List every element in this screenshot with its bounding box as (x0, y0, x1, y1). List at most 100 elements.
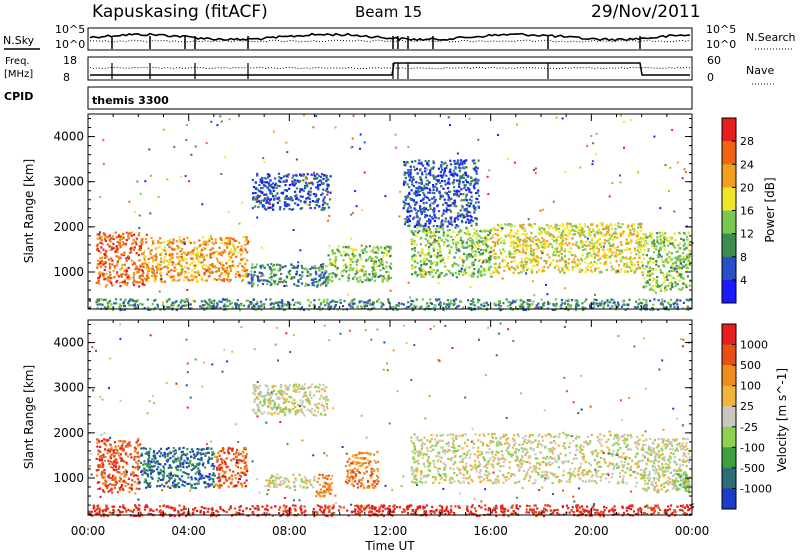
scatter-cell-3298 (455, 226, 457, 228)
scatter-cell-4412 (134, 300, 136, 302)
scatter-cell-2858 (670, 288, 672, 290)
scatter-cell-4138 (206, 302, 208, 304)
scatter-cell-72 (97, 482, 99, 484)
scatter-cell-1189 (269, 207, 271, 209)
scatter-cell-1232 (265, 202, 267, 204)
scatter-cell-979 (263, 279, 265, 281)
scatter-cell-1193 (274, 184, 276, 186)
scatter-cell-2726 (493, 250, 495, 252)
scatter-cell-2846 (620, 260, 622, 262)
scatter-cell-3608 (404, 223, 406, 225)
scatter-cell-3631 (426, 162, 428, 164)
scatter-cell-660 (201, 254, 203, 256)
scatter-cell-1481 (354, 249, 356, 251)
scatter-cell-223 (121, 264, 123, 266)
scatter-cell-210 (107, 236, 109, 238)
scatter-cell-249 (103, 232, 105, 234)
scatter-cell-1591 (413, 240, 415, 242)
scatter-cell-1560 (380, 275, 382, 277)
scatter-cell-949 (311, 279, 313, 281)
scatter-noise-196 (633, 230, 635, 232)
scatter-cell-1940 (431, 271, 433, 273)
scatter-cell-1503 (382, 261, 384, 263)
scatter-cell-64 (121, 484, 123, 486)
scatter-cell-3105 (683, 256, 685, 258)
scatter-cell-2662 (619, 250, 621, 252)
scatter-cell-1072 (270, 184, 272, 186)
scatter-cell-2433 (501, 229, 503, 231)
scatter-cell-2673 (552, 259, 554, 261)
scatter-cell-2983 (689, 285, 691, 287)
scatter-cell-596 (227, 270, 229, 272)
scatter-cell-2514 (559, 251, 561, 253)
scatter-cell-3846 (178, 304, 180, 306)
scatter-cell-2342 (579, 234, 581, 236)
scatter-cell-1278 (289, 199, 291, 201)
scatter-cell-2162 (584, 225, 586, 227)
scatter-cell-784 (203, 243, 205, 245)
scatter-cell-2752 (637, 252, 639, 254)
scatter-cell-1405 (350, 258, 352, 260)
scatter-cell-573 (199, 256, 201, 258)
scatter-cell-4059 (609, 301, 611, 303)
scatter-cell-3520 (437, 204, 439, 206)
scatter-noise-27 (685, 171, 687, 173)
power-y-label: Slant Range [km] (22, 159, 36, 263)
scatter-cell-2745 (578, 263, 580, 265)
scatter-cell-158 (122, 281, 124, 283)
scatter-cell-3434 (422, 225, 424, 227)
scatter-cell-2819 (594, 270, 596, 272)
scatter-noise-216 (619, 175, 621, 177)
scatter-cell-4066 (614, 301, 616, 303)
scatter-noise-35 (247, 241, 249, 243)
scatter-cell-3528 (415, 191, 417, 193)
scatter-noise-50 (515, 249, 517, 251)
scatter-cell-1922 (478, 268, 480, 270)
scatter-noise-64 (624, 270, 626, 272)
scatter-cell-2672 (513, 272, 515, 274)
scatter-noise-86 (591, 163, 593, 165)
scatter-noise-28 (462, 259, 464, 261)
scatter-cell-2432 (574, 233, 576, 235)
scatter-cell-2966 (685, 286, 687, 288)
scatter-cell-2689 (543, 228, 545, 230)
scatter-cell-3459 (439, 182, 441, 184)
scatter-cell-3506 (409, 215, 411, 217)
scatter-cell-4389 (498, 304, 500, 306)
scatter-cell-183 (100, 252, 102, 254)
scatter-cell-3655 (476, 192, 478, 194)
scatter-cell-2106 (530, 248, 532, 250)
scatter-noise-101 (352, 212, 354, 214)
scatter-cell-2086 (548, 256, 550, 258)
scatter-noise-45 (395, 147, 397, 149)
scatter-cell-544 (173, 270, 175, 272)
scatter-noise-63 (501, 227, 503, 229)
scatter-cell-294 (193, 268, 195, 270)
scatter-cell-1277 (273, 199, 275, 201)
scatter-cell-4157 (613, 299, 615, 301)
scatter-cell-2629 (502, 248, 504, 250)
scatter-cell-4304 (215, 306, 217, 308)
scatter-cell-2335 (634, 250, 636, 252)
scatter-cell-2918 (685, 247, 687, 249)
scatter-cell-3898 (565, 300, 567, 302)
scatter-cell-2054 (511, 266, 513, 268)
scatter-cell-1512 (389, 248, 391, 250)
scatter-cell-4101 (360, 305, 362, 307)
scatter-cell-1550 (352, 268, 354, 270)
scatter-cell-4172 (221, 301, 223, 303)
scatter-cell-1215 (304, 186, 306, 188)
scatter-cell-2758 (628, 234, 630, 236)
scatter-noise-166 (477, 139, 479, 141)
scatter-cell-113 (111, 492, 113, 494)
scatter-cell-747 (201, 276, 203, 278)
scatter-cell-1758 (455, 247, 457, 249)
scatter-cell-2301 (615, 255, 617, 257)
scatter-cell-360 (236, 271, 238, 273)
scatter-cell-1208 (262, 181, 264, 183)
scatter-cell-1017 (319, 184, 321, 186)
scatter-cell-2424 (591, 255, 593, 257)
scatter-cell-3718 (416, 195, 418, 197)
scatter-cell-1301 (294, 202, 296, 204)
